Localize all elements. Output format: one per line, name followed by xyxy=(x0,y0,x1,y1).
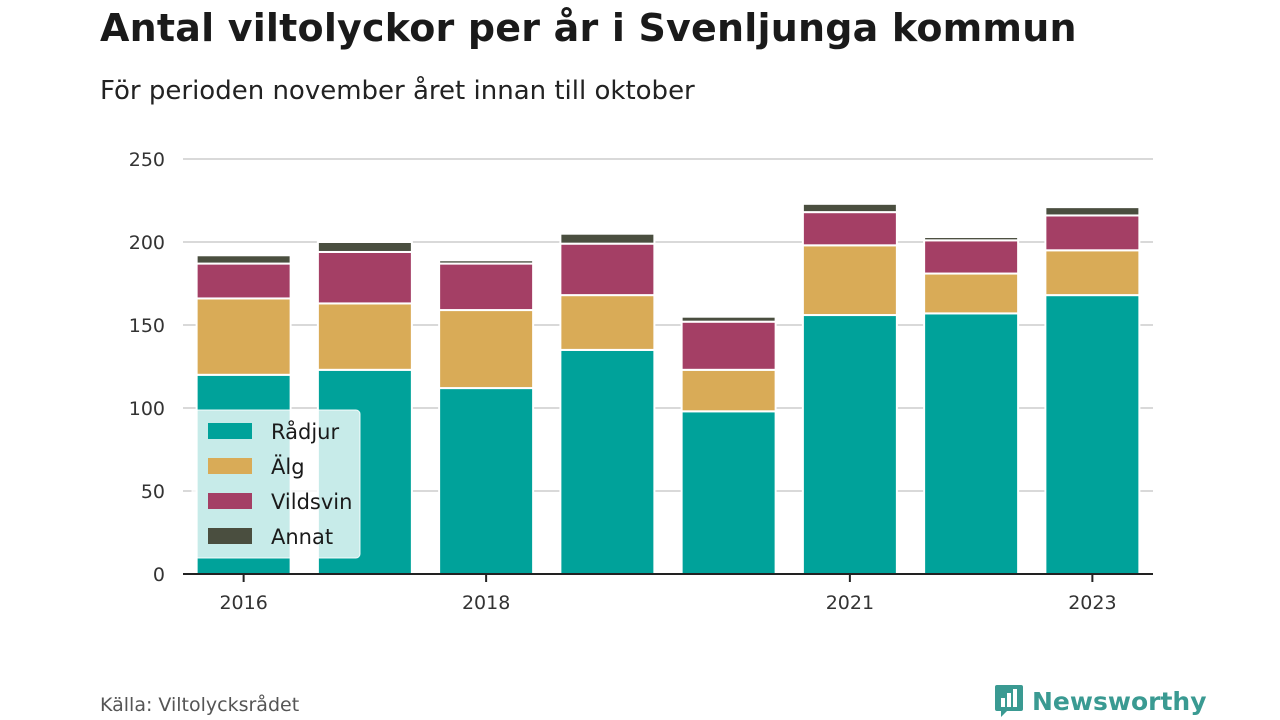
bar-segment-rådjur xyxy=(559,348,656,575)
bar-segment-annat xyxy=(1044,206,1141,217)
bar-segment-rådjur xyxy=(1044,294,1141,575)
legend-swatch-vildsvin xyxy=(208,493,252,509)
legend-label: Älg xyxy=(271,454,305,479)
x-tick-label: 2023 xyxy=(1068,592,1116,614)
y-axis-labels: 0 50 100 150 200 250 xyxy=(129,149,165,586)
y-tick-label: 50 xyxy=(141,481,165,503)
bar-segment-vildsvin xyxy=(923,239,1020,275)
bar-segment-rådjur xyxy=(438,387,535,575)
legend-swatch-älg xyxy=(208,458,252,474)
bar-segment-älg xyxy=(316,302,413,371)
x-tick-label: 2016 xyxy=(219,592,267,614)
legend-label: Rådjur xyxy=(271,419,339,444)
newsworthy-logo-icon xyxy=(995,685,1023,717)
bar-segment-vildsvin xyxy=(195,262,292,300)
bar-segment-älg xyxy=(680,368,777,413)
legend-box xyxy=(191,409,361,559)
bar-segment-älg xyxy=(923,272,1020,315)
bar-segment-vildsvin xyxy=(1044,214,1141,252)
bar-segment-rådjur xyxy=(801,314,898,575)
bar-segment-vildsvin xyxy=(680,320,777,371)
bar-segment-älg xyxy=(1044,249,1141,297)
bar-segment-älg xyxy=(438,309,535,390)
brand-name: Newsworthy xyxy=(1032,686,1207,716)
bar-segment-annat xyxy=(559,232,656,245)
x-axis: 2016 2018 2021 2023 xyxy=(183,573,1153,614)
bar-segment-vildsvin xyxy=(438,262,535,312)
bar-segment-vildsvin xyxy=(316,250,413,305)
bar-segment-älg xyxy=(195,297,292,376)
legend-swatch-rådjur xyxy=(208,423,252,439)
bar-segment-annat xyxy=(923,236,1020,242)
chart-title: Antal viltolyckor per år i Svenljunga ko… xyxy=(100,6,1077,50)
bar-segment-rådjur xyxy=(923,312,1020,575)
bar-segment-annat xyxy=(680,315,777,323)
bar-segment-annat xyxy=(316,241,413,253)
chart-subtitle: För perioden november året innan till ok… xyxy=(100,76,695,106)
y-tick-label: 200 xyxy=(129,232,165,254)
bar-segment-annat xyxy=(801,202,898,214)
bar-segment-annat xyxy=(438,259,535,265)
newsworthy-logo: Newsworthy xyxy=(994,684,1207,718)
legend: Rådjur Älg Vildsvin Annat xyxy=(191,409,361,559)
bar-segment-vildsvin xyxy=(559,242,656,297)
bar-segment-älg xyxy=(801,244,898,317)
bar-segment-annat xyxy=(195,254,292,265)
legend-label: Vildsvin xyxy=(271,490,352,514)
legend-label: Annat xyxy=(271,525,333,549)
bar-segment-rådjur xyxy=(680,410,777,575)
bar-segment-vildsvin xyxy=(801,211,898,247)
y-tick-label: 250 xyxy=(129,149,165,171)
source-note: Källa: Viltolycksrådet xyxy=(100,694,300,716)
bar-segment-älg xyxy=(559,294,656,351)
x-tick-label: 2018 xyxy=(462,592,510,614)
y-tick-label: 100 xyxy=(129,398,165,420)
legend-swatch-annat xyxy=(208,528,252,544)
y-tick-label: 150 xyxy=(129,315,165,337)
x-tick-label: 2021 xyxy=(826,592,874,614)
y-tick-label: 0 xyxy=(153,564,165,586)
